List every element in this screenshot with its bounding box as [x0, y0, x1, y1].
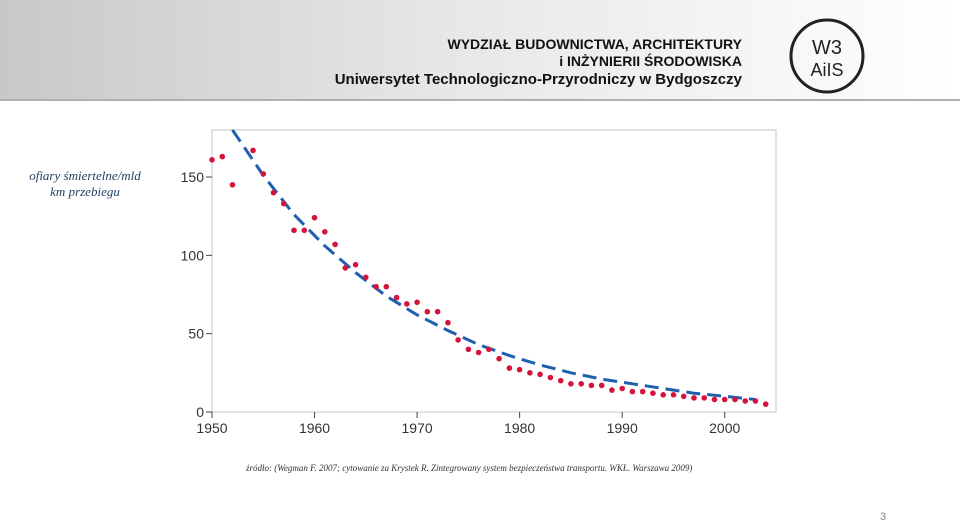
y-axis-title: ofiary śmiertelne/mld km przebiegu: [10, 168, 160, 200]
header-banner: [0, 0, 960, 100]
data-point: [475, 349, 482, 356]
x-ticks: 1950 1960 1970 1980 1990 2000: [196, 412, 741, 436]
data-point: [527, 370, 533, 376]
data-point: [588, 382, 595, 389]
data-point: [383, 283, 390, 290]
header-divider: [0, 99, 960, 101]
x-tick-label: 1950: [196, 420, 227, 436]
data-point: [619, 385, 625, 392]
data-point: [414, 299, 420, 306]
data-point: [250, 147, 256, 154]
page-number: 3: [880, 511, 887, 523]
plot-frame: [211, 129, 777, 413]
y-tick-label: 0: [196, 404, 204, 420]
data-point: [537, 371, 543, 378]
data-point: [609, 387, 615, 393]
data-point: [660, 392, 666, 398]
x-tick-label: 1960: [299, 420, 330, 436]
x-tick-label: 1990: [607, 420, 638, 436]
data-point: [291, 227, 297, 234]
data-point: [629, 388, 636, 395]
data-point: [721, 396, 728, 403]
wbiis-logo-icon: W3 AiIS: [789, 18, 865, 94]
data-point: [547, 374, 554, 381]
data-point: [516, 366, 523, 373]
x-tick-label: 1980: [504, 420, 535, 436]
data-point: [434, 308, 441, 315]
data-point: [373, 283, 379, 290]
svg-text:AiIS: AiIS: [810, 60, 843, 80]
source-note: źródło: (Wegman F. 2007; cytowanie za Kr…: [246, 463, 693, 473]
data-point: [732, 396, 738, 403]
faculty-name-line1: WYDZIAŁ BUDOWNICTWA, ARCHITEKTURY: [447, 36, 743, 52]
data-point: [762, 401, 769, 408]
data-point: [260, 171, 267, 177]
data-point: [568, 381, 574, 387]
data-point: [752, 398, 759, 404]
y-axis-title-line2: km przebiegu: [50, 184, 120, 199]
x-tick-label: 2000: [709, 420, 740, 436]
data-point: [352, 261, 359, 268]
data-point: [506, 365, 513, 371]
data-point: [301, 227, 308, 234]
trend-line: [231, 129, 756, 401]
data-point: [229, 182, 236, 188]
data-point: [281, 200, 287, 207]
data-point: [424, 308, 431, 315]
data-point: [711, 396, 718, 403]
y-tick-label: 50: [188, 326, 204, 342]
data-point: [701, 395, 707, 401]
data-point: [742, 398, 748, 404]
data-point: [691, 395, 697, 401]
data-point: [311, 214, 318, 221]
data-point: [486, 346, 492, 353]
y-axis-title-line1: ofiary śmiertelne/mld: [29, 168, 141, 183]
data-point: [598, 382, 605, 389]
y-ticks: 0 50 100 150: [181, 169, 212, 420]
data-point: [557, 377, 564, 384]
data-points: [209, 147, 769, 408]
fatality-trend-chart: 0 50 100 150 1950 1960 1970 1980 1990 2000: [181, 129, 777, 436]
data-point: [578, 381, 584, 387]
data-point: [332, 241, 338, 248]
data-point: [270, 189, 277, 196]
faculty-name-line2: i INŻYNIERII ŚRODOWISKA: [559, 53, 742, 69]
data-point: [496, 355, 502, 362]
data-point: [465, 346, 472, 353]
data-point: [680, 393, 687, 400]
data-point: [219, 153, 226, 160]
data-point: [363, 274, 369, 281]
data-point: [322, 229, 328, 235]
university-name: Uniwersytet Technologiczno-Przyrodniczy …: [334, 71, 742, 88]
y-tick-label: 100: [181, 247, 205, 263]
data-point: [670, 392, 677, 398]
data-point: [209, 157, 215, 163]
x-tick-label: 1970: [402, 420, 433, 436]
svg-text:W3: W3: [812, 37, 842, 59]
data-point: [639, 388, 646, 395]
data-point: [650, 390, 656, 397]
y-tick-label: 150: [181, 169, 205, 185]
data-point: [342, 265, 349, 271]
data-point: [455, 337, 461, 343]
data-point: [404, 301, 410, 307]
data-point: [393, 294, 400, 301]
data-point: [445, 319, 451, 326]
